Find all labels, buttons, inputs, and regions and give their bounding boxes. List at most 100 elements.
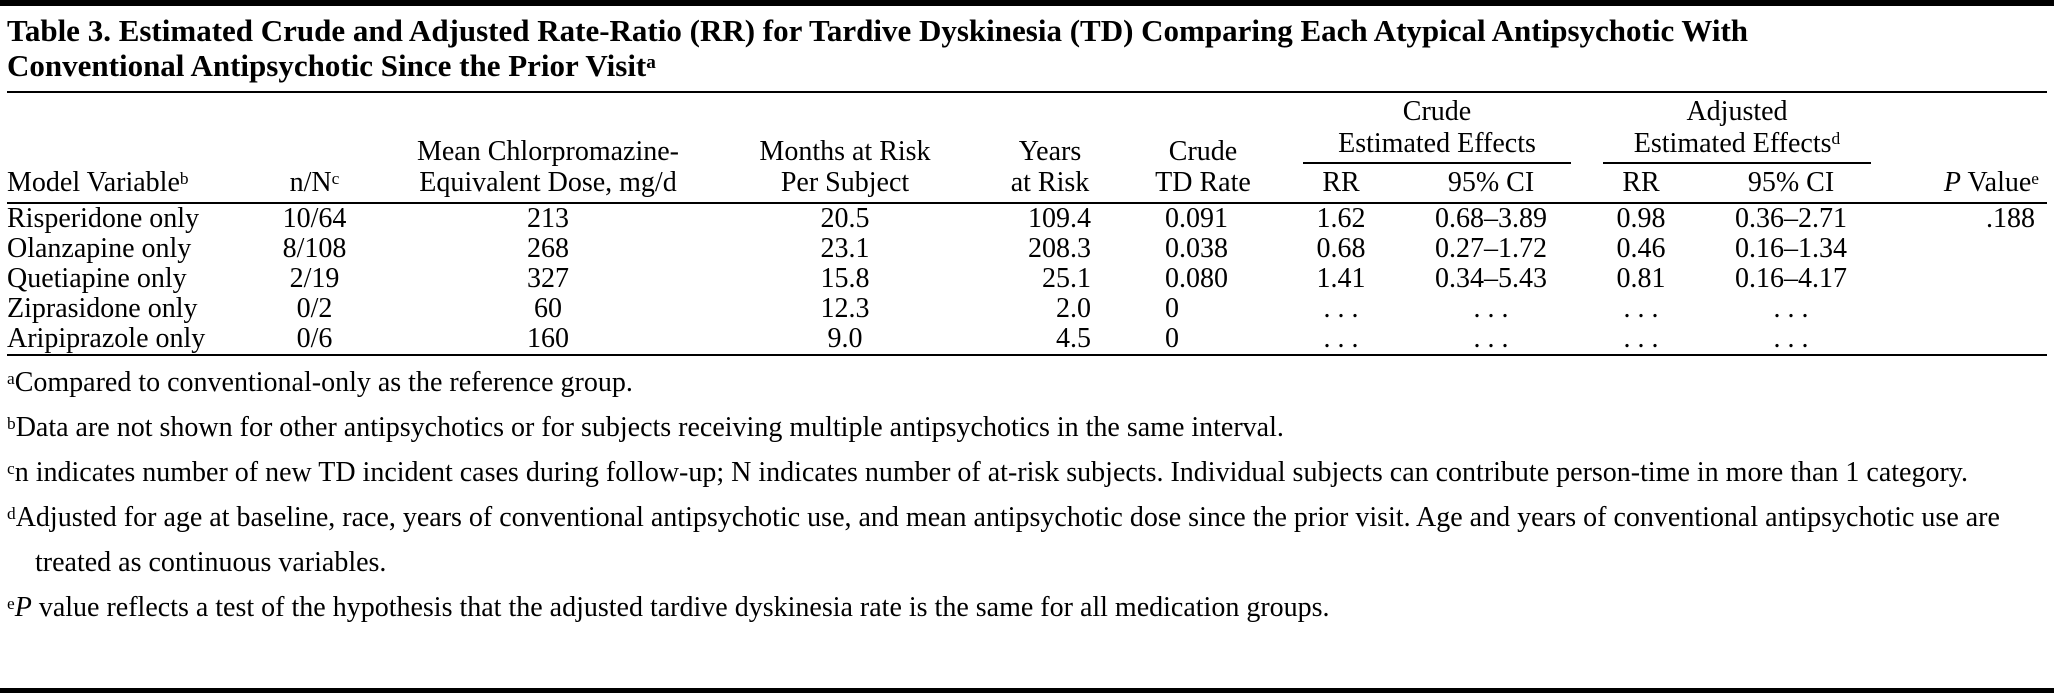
cell-crude-rr: 1.62 [1287,202,1395,235]
cell-p-value [1887,234,2047,264]
cell-crude-ci: . . . [1395,324,1587,357]
cell-years-at-risk: 4.5 [981,324,1119,357]
footnote-d-mark: d [7,503,16,523]
cell-years-at-risk: 208.3 [1028,234,1091,265]
table-footnotes: aCompared to conventional-only as the re… [7,356,2047,630]
table-row-risperidone: Risperidone only 10/64 213 20.5 109.4 0.… [7,202,2047,235]
cell-dose: 160 [387,324,709,357]
col-header-model-variable-label: Model Variable [7,167,180,199]
cell-crude-rr: . . . [1287,324,1395,357]
col-header-p-value: P Valuee [1887,93,2047,204]
col-header-chlorpromazine-dose: Mean Chlorpromazine- Equivalent Dose, mg/… [387,93,709,204]
cell-crude-td-rate: 0.091 [1119,202,1287,235]
cell-crude-td-rate: 0.080 [1165,264,1228,295]
cell-years-at-risk: 25.1 [1042,264,1091,295]
cell-crude-rr: . . . [1323,294,1359,325]
cell-adjusted-rr: . . . [1623,294,1659,325]
cell-crude-rr: 1.41 [1316,264,1366,295]
table-header: Model Variableb n/Nc Mean Chlorpromazine… [7,93,2047,204]
footnote-b-mark: b [7,413,16,433]
crude-rate-header-line2: TD Rate [1155,167,1251,199]
col-header-crude-td-rate: Crude TD Rate [1119,93,1287,204]
cell-crude-ci: 0.27–1.72 [1435,234,1547,265]
footnote-c-mark: c [7,458,15,478]
cell-model-variable: Olanzapine only [7,234,192,265]
adjusted-group-spanner: Adjusted Estimated Effectsd [1603,96,1871,165]
cell-years-at-risk: 2.0 [1056,294,1091,325]
col-header-adjusted-ci: 95% CI [1747,167,1835,199]
cell-dose: 268 [527,234,569,265]
cell-n-over-N: 0/2 [296,294,333,325]
footnote-d-text: Adjusted for age at baseline, race, year… [15,502,2000,579]
cell-p-value [1887,264,2047,294]
footnote-b: bData are not shown for other antipsycho… [7,405,2047,450]
col-group-crude-estimated-effects: Crude Estimated Effects [1287,93,1587,165]
cell-crude-ci: 0.34–5.43 [1435,264,1547,295]
table-row-olanzapine: Olanzapine only 8/108 268 23.1 208.3 0.0… [7,234,2047,264]
crude-group-line1: Crude [1402,95,1472,127]
cell-adjusted-rr: . . . [1587,324,1695,357]
col-header-crude-rr: RR [1322,167,1360,199]
col-group-adjusted-estimated-effects: Adjusted Estimated Effectsd [1587,93,1887,165]
col-header-months-at-risk: Months at Risk Per Subject [709,93,981,204]
cell-years-at-risk: 109.4 [981,202,1119,235]
table-title-line2: Conventional Antipsychotic Since the Pri… [7,48,647,84]
cell-adjusted-ci: 0.16–1.34 [1735,234,1847,265]
cell-model-variable: Quetiapine only [7,264,187,295]
cell-model-variable: Ziprasidone only [7,294,198,325]
adjusted-group-line1: Adjusted [1686,95,1788,127]
cell-months-at-risk: 9.0 [709,324,981,357]
crude-group-line2: Estimated Effects [1338,127,1536,159]
header-group-row: Model Variableb n/Nc Mean Chlorpromazine… [7,93,2047,199]
dose-header-line2: Equivalent Dose, mg/d [419,167,677,199]
dose-header-line1: Mean Chlorpromazine- [416,135,680,167]
cell-dose: 327 [527,264,569,295]
cell-adjusted-rr: 0.98 [1587,202,1695,235]
footnote-a-text: Compared to conventional-only as the ref… [14,367,633,399]
cell-adjusted-ci: 0.36–2.71 [1695,202,1887,235]
table-body: Risperidone only 10/64 213 20.5 109.4 0.… [7,202,2047,357]
header-sub-row: RR 95% CI RR 95% CI [7,164,2047,203]
col-header-n-over-N: n/Nc [242,93,387,204]
cell-adjusted-rr: 0.46 [1616,234,1666,265]
cell-p-value: .188 [1887,202,2047,235]
col-header-crude-ci: 95% CI [1447,167,1535,199]
cell-n-over-N: 8/108 [282,234,347,265]
cell-crude-ci: 0.68–3.89 [1395,202,1587,235]
table-title: Table 3. Estimated Crude and Adjusted Ra… [7,8,2047,93]
footnote-mark-e: e [2031,168,2039,188]
cell-crude-ci: . . . [1473,294,1509,325]
title-footnote-mark-a: a [646,51,656,73]
table-row-quetiapine: Quetiapine only 2/19 327 15.8 25.1 0.080… [7,264,2047,294]
cell-n-over-N: 10/64 [242,202,387,235]
footnote-b-text: Data are not shown for other antipsychot… [15,412,1284,444]
col-header-years-at-risk: Years at Risk [981,93,1119,204]
years-header-line2: at Risk [1010,167,1090,199]
footnote-e-italic-p: P [14,592,32,624]
p-value-rest: Value [1961,167,2032,199]
p-value-italic-p: P [1943,167,1962,199]
years-header-line1: Years [1018,135,1082,167]
col-header-adjusted-rr: RR [1622,167,1660,199]
footnote-mark-d: d [1831,128,1841,148]
footnote-e-mark: e [7,593,15,613]
crude-rate-header-line1: Crude [1168,135,1238,167]
cell-adjusted-ci: . . . [1773,294,1809,325]
table-title-line1: Table 3. Estimated Crude and Adjusted Ra… [7,13,1749,48]
footnote-e-text: value reflects a test of the hypothesis … [31,592,1330,624]
cell-p-value [1887,294,2047,324]
cell-months-at-risk: 12.3 [820,294,870,325]
footnote-mark-b: b [179,168,189,188]
cell-adjusted-ci: . . . [1695,324,1887,357]
footnote-a: aCompared to conventional-only as the re… [7,360,2047,405]
cell-adjusted-ci: 0.16–4.17 [1735,264,1847,295]
table-row-ziprasidone: Ziprasidone only 0/2 60 12.3 2.0 0 . . .… [7,294,2047,324]
cell-model-variable: Risperidone only [7,202,242,235]
months-header-line1: Months at Risk [759,135,931,167]
cell-months-at-risk: 15.8 [820,264,870,295]
cell-crude-rr: 0.68 [1316,234,1366,265]
col-header-n-over-N-label: n/N [289,167,332,199]
cell-crude-td-rate: 0.038 [1165,234,1228,265]
cell-n-over-N: 2/19 [289,264,340,295]
